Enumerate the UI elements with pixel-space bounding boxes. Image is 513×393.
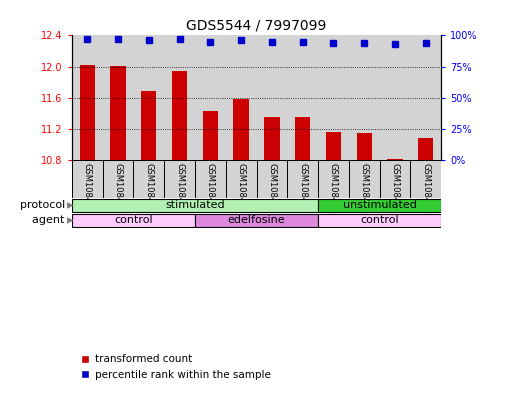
Bar xyxy=(264,118,280,160)
Bar xyxy=(226,160,256,198)
Legend: transformed count, percentile rank within the sample: transformed count, percentile rank withi… xyxy=(77,350,275,384)
Bar xyxy=(172,71,187,160)
Text: GSM1084274: GSM1084274 xyxy=(144,163,153,219)
Bar xyxy=(349,160,380,198)
Bar xyxy=(80,65,95,160)
Bar xyxy=(226,35,256,160)
Bar xyxy=(133,160,164,198)
Bar xyxy=(410,35,441,160)
Bar xyxy=(72,160,103,198)
Bar xyxy=(295,118,310,160)
Text: GSM1084260: GSM1084260 xyxy=(329,163,338,219)
Text: GSM1084275: GSM1084275 xyxy=(175,163,184,219)
Bar xyxy=(110,66,126,160)
Bar xyxy=(72,199,318,212)
Bar xyxy=(318,160,349,198)
Text: GSM1084272: GSM1084272 xyxy=(83,163,92,219)
Text: GSM1084279: GSM1084279 xyxy=(298,163,307,219)
Bar xyxy=(410,160,441,198)
Bar xyxy=(141,91,156,160)
Text: stimulated: stimulated xyxy=(165,200,225,210)
Bar xyxy=(195,160,226,198)
Bar xyxy=(195,214,318,227)
Bar xyxy=(164,160,195,198)
Bar xyxy=(164,35,195,160)
Text: edelfosine: edelfosine xyxy=(228,215,285,226)
Text: control: control xyxy=(114,215,153,226)
Bar xyxy=(103,35,133,160)
Title: GDS5544 / 7997099: GDS5544 / 7997099 xyxy=(186,19,327,33)
Text: GSM1084262: GSM1084262 xyxy=(390,163,400,219)
Text: GSM1084263: GSM1084263 xyxy=(421,163,430,220)
Bar xyxy=(256,35,287,160)
Text: control: control xyxy=(360,215,399,226)
Bar xyxy=(380,160,410,198)
Bar xyxy=(357,133,372,160)
Bar xyxy=(72,214,195,227)
Bar xyxy=(133,35,164,160)
Bar xyxy=(418,138,433,160)
Bar xyxy=(326,132,341,160)
Text: GSM1084261: GSM1084261 xyxy=(360,163,369,219)
Bar xyxy=(387,159,403,160)
Bar xyxy=(256,160,287,198)
Text: GSM1084273: GSM1084273 xyxy=(113,163,123,220)
Bar xyxy=(203,111,218,160)
Bar xyxy=(349,35,380,160)
Bar xyxy=(195,35,226,160)
Text: protocol: protocol xyxy=(19,200,72,210)
Bar xyxy=(233,99,249,160)
Bar xyxy=(318,214,441,227)
Text: agent: agent xyxy=(32,215,72,226)
Text: GSM1084276: GSM1084276 xyxy=(206,163,215,220)
Bar xyxy=(380,35,410,160)
Text: unstimulated: unstimulated xyxy=(343,200,417,210)
Text: GSM1084277: GSM1084277 xyxy=(236,163,246,220)
Bar xyxy=(287,160,318,198)
Bar xyxy=(287,35,318,160)
Bar xyxy=(103,160,133,198)
Bar xyxy=(318,199,441,212)
Bar xyxy=(72,35,103,160)
Bar xyxy=(318,35,349,160)
Text: GSM1084278: GSM1084278 xyxy=(267,163,277,220)
